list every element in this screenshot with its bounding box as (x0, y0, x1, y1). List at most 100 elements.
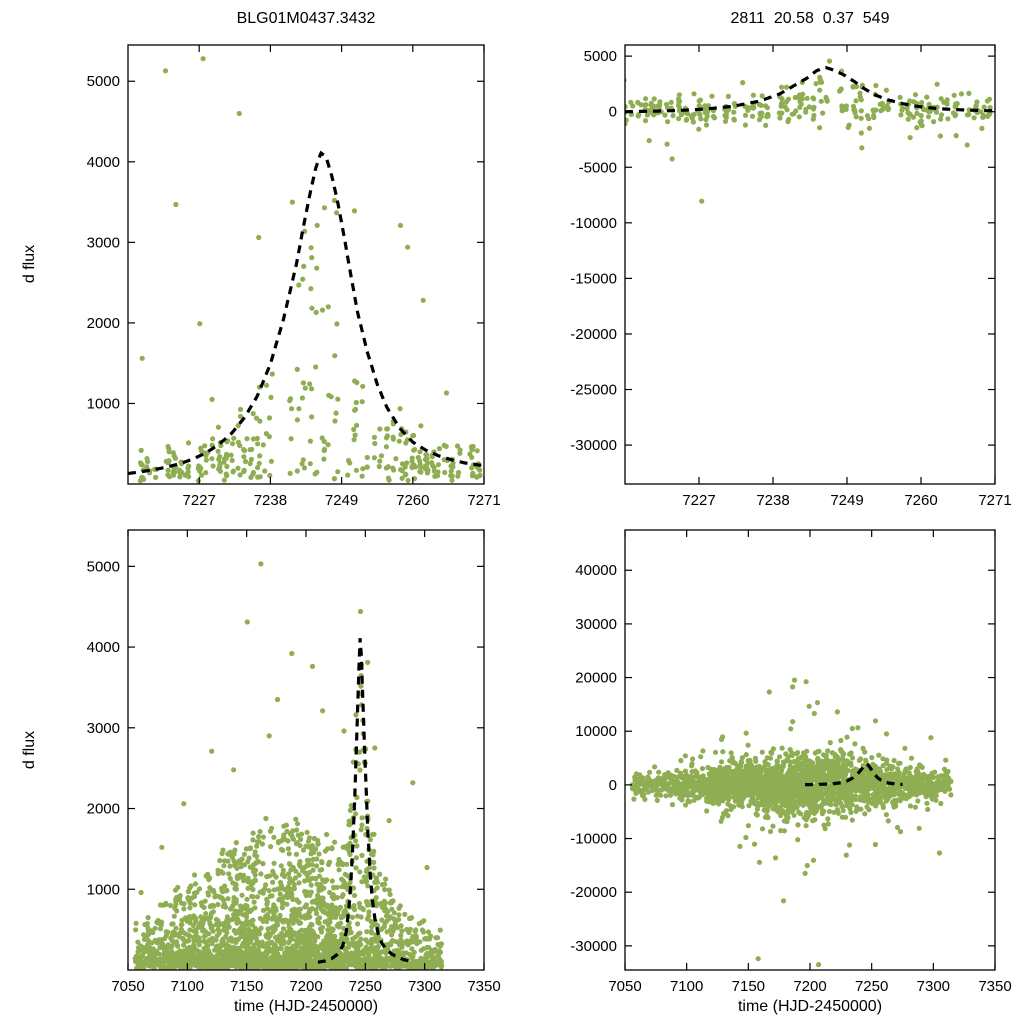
data-point (256, 859, 262, 865)
data-point (398, 923, 404, 929)
data-point (291, 886, 297, 892)
data-point (769, 750, 775, 756)
data-point (358, 936, 364, 942)
data-point (356, 749, 363, 755)
data-point (625, 77, 627, 83)
data-point (417, 449, 423, 455)
y-tick-label: 4000 (87, 639, 120, 656)
data-point (449, 477, 455, 483)
data-point (905, 116, 911, 122)
model-curve (128, 150, 484, 476)
x-tick-label: 7249 (830, 492, 863, 509)
data-point (435, 935, 441, 941)
data-point (723, 108, 730, 114)
data-point (824, 98, 830, 104)
data-point (185, 465, 191, 471)
data-point (349, 914, 356, 920)
data-point (319, 435, 325, 441)
data-point (442, 469, 448, 476)
data-point (421, 918, 427, 924)
data-point (291, 882, 297, 888)
panel-top-right: 7227 7238 7249 7260 7271-30000-25000-20000-1… (570, 44, 1012, 509)
data-point (245, 875, 251, 881)
data-point (237, 406, 244, 412)
data-point (336, 867, 342, 873)
data-point (803, 109, 809, 115)
data-point (376, 463, 382, 470)
data-point (338, 920, 344, 926)
data-point (402, 464, 408, 470)
data-point (274, 696, 281, 703)
data-point (359, 473, 365, 479)
data-point (358, 942, 364, 948)
data-point (249, 922, 256, 928)
data-point (202, 443, 208, 449)
data-point (858, 130, 864, 136)
data-point (839, 103, 845, 109)
data-point (248, 474, 254, 480)
data-point (309, 663, 316, 670)
data-point (804, 748, 810, 754)
data-point (288, 436, 294, 442)
data-point (294, 366, 300, 372)
data-point (314, 856, 320, 862)
y-tick-label: -10000 (570, 215, 617, 232)
data-point (385, 946, 391, 952)
data-point (314, 265, 320, 271)
data-point (347, 925, 353, 932)
data-point (320, 708, 326, 714)
data-point (222, 883, 228, 889)
data-point (405, 477, 411, 484)
data-point (165, 472, 171, 478)
data-point (826, 58, 833, 64)
data-point (765, 762, 771, 768)
data-point (846, 842, 853, 848)
data-point (263, 815, 269, 822)
data-point (359, 822, 365, 828)
data-point (359, 399, 365, 405)
data-point (354, 422, 360, 428)
data-point (800, 91, 806, 97)
data-point (140, 953, 146, 959)
data-point (848, 789, 854, 795)
data-point (845, 767, 851, 774)
data-point (293, 868, 299, 874)
data-point (254, 435, 260, 441)
data-point (335, 469, 341, 475)
data-point (794, 804, 800, 811)
data-point (422, 466, 428, 472)
data-point (188, 883, 194, 889)
data-point (699, 766, 706, 772)
data-point (174, 908, 180, 914)
data-point (745, 742, 751, 748)
data-point (738, 764, 744, 770)
data-point (266, 888, 272, 894)
data-point (415, 454, 421, 461)
data-point (321, 205, 328, 211)
data-point (781, 828, 788, 834)
data-point (202, 450, 208, 456)
data-point (355, 921, 361, 927)
data-point (386, 887, 392, 893)
data-point (689, 115, 695, 121)
data-point (797, 98, 803, 104)
x-tick-label: 7238 (254, 492, 287, 509)
data-point (382, 881, 388, 887)
data-point (795, 822, 801, 828)
scatter-points (132, 561, 445, 970)
data-point (205, 892, 212, 898)
data-point (777, 754, 783, 760)
data-point (383, 444, 389, 450)
data-point (175, 884, 181, 891)
data-point (699, 198, 705, 204)
data-point (785, 753, 791, 760)
data-point (849, 755, 856, 761)
data-point (944, 97, 950, 103)
data-point (191, 893, 198, 900)
data-point (294, 468, 300, 474)
data-point (162, 68, 169, 74)
data-point (300, 276, 306, 282)
data-point (375, 943, 381, 950)
data-point (700, 748, 706, 754)
